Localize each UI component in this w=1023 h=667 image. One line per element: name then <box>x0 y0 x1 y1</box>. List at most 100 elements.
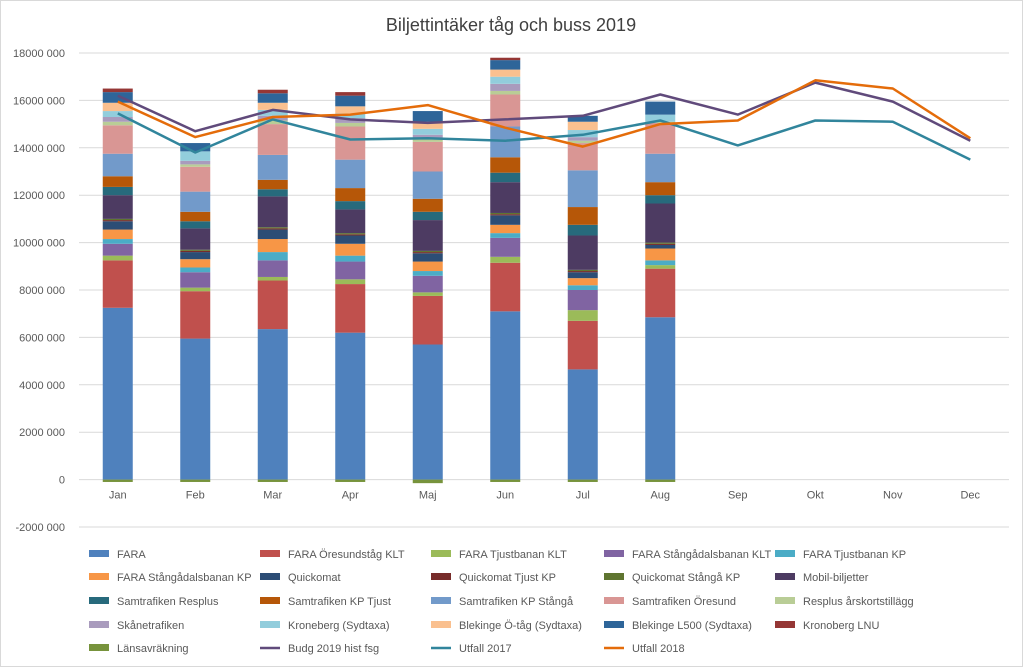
legend-swatch <box>604 597 624 604</box>
bar-lansavrakning <box>412 479 443 484</box>
legend-swatch <box>89 644 109 651</box>
y-tick-label: -2000 000 <box>15 522 65 534</box>
bar-fara-tjustbanan-kp <box>490 233 521 238</box>
legend-swatch <box>775 550 795 557</box>
bar-samtrafiken-kp-stanga <box>257 154 288 180</box>
legend-label: FARA Öresundståg KLT <box>288 549 405 561</box>
legend-label: Resplus årskortstillägg <box>803 596 914 608</box>
legend-swatch <box>431 597 451 604</box>
bar-resplus-arskortstillagg <box>567 140 598 144</box>
bar-samtrafiken-kp-tjust <box>490 157 521 173</box>
bar-kroneberg-sydtaxa <box>257 109 288 116</box>
bar-quickomat-tjust-kp <box>567 271 598 273</box>
bar-blekinge-o-tag-sydtaxa <box>567 121 598 131</box>
legend-item: Blekinge Ö-tåg (Sydtaxa) <box>431 620 582 632</box>
bar-blekinge-o-tag-sydtaxa <box>102 102 133 112</box>
bar-fara-oresundstag-klt <box>412 295 443 345</box>
bar-quickomat-tjust-kp <box>257 228 288 230</box>
bar-lansavrakning <box>567 479 598 482</box>
y-tick-label: 4000 000 <box>19 380 65 392</box>
y-tick-label: 8000 000 <box>19 285 65 297</box>
y-axis: -2000 000 0 2000 000 4000 000 6000 000 8000 0… <box>13 48 65 534</box>
legend-label: Blekinge Ö-tåg (Sydtaxa) <box>459 620 582 632</box>
bar-mobil-biljetter <box>567 235 598 270</box>
bar-fara-tjustbanan-klt <box>257 276 288 281</box>
bar-resplus-arskortstillagg <box>335 122 366 127</box>
bar-fara-stangadalsbanan-kp <box>335 243 366 256</box>
legend-swatch <box>260 597 280 604</box>
bar-fara <box>645 317 676 480</box>
bar-kroneberg-sydtaxa <box>412 128 443 135</box>
bar-blekinge-l500-sydtaxa <box>257 93 288 103</box>
legend-item: Samtrafiken Resplus <box>89 596 219 608</box>
bar-fara <box>490 311 521 480</box>
bar-fara-tjustbanan-klt <box>180 287 211 292</box>
legend-swatch <box>431 621 451 628</box>
bar-samtrafiken-kp-tjust <box>645 182 676 196</box>
bar-quickomat-stanga-kp <box>412 250 443 253</box>
bar-samtrafiken-kp-stanga <box>412 171 443 199</box>
bar-fara-tjustbanan-klt <box>412 292 443 296</box>
chart-title: Biljettintäker tåg och buss 2019 <box>386 15 636 35</box>
legend-swatch <box>89 573 109 580</box>
bar-quickomat-stanga-kp <box>645 242 676 244</box>
x-tick-label: Okt <box>807 490 824 502</box>
bar-samtrafiken-kp-stanga <box>335 159 366 189</box>
bar-samtrafiken-resplus <box>567 224 598 236</box>
bar-samtrafiken-resplus <box>335 201 366 210</box>
legend-swatch <box>604 573 624 580</box>
legend-item: Blekinge L500 (Sydtaxa) <box>604 620 752 632</box>
bar-mobil-biljetter <box>257 196 288 228</box>
bar-quickomat-tjust-kp <box>412 252 443 254</box>
bar-blekinge-o-tag-sydtaxa <box>412 121 443 129</box>
legend-label: Mobil-biljetter <box>803 572 869 584</box>
legend-label: Kroneberg (Sydtaxa) <box>288 620 390 632</box>
bar-blekinge-l500-sydtaxa <box>645 101 676 115</box>
bar-lansavrakning <box>490 479 521 482</box>
legend-label: Samtrafiken Resplus <box>117 596 219 608</box>
legend-label: FARA <box>117 549 146 561</box>
bar-samtrafiken-oresund <box>257 124 288 155</box>
legend-item: Kroneberg (Sydtaxa) <box>260 620 390 632</box>
legend-label: Quickomat Tjust KP <box>459 572 556 584</box>
legend-item: Skånetrafiken <box>89 620 184 632</box>
x-tick-label: Apr <box>342 490 359 502</box>
legend-label: Utfall 2017 <box>459 643 512 655</box>
bar-kronoberg-lnu <box>490 57 521 61</box>
bar-skanetrafiken <box>180 160 211 165</box>
bar-skanetrafiken <box>102 116 133 122</box>
legend-label: Quickomat <box>288 572 341 584</box>
bar-mobil-biljetter <box>180 228 211 250</box>
legend-label: Samtrafiken KP Stångå <box>459 596 574 608</box>
bar-fara-stangadalsbanan-kp <box>412 261 443 272</box>
bar-quickomat-stanga-kp <box>567 269 598 272</box>
bar-resplus-arskortstillagg <box>257 120 288 125</box>
legend-swatch <box>431 550 451 557</box>
legend-label: FARA Tjustbanan KLT <box>459 549 567 561</box>
legend-item: Länsavräkning <box>89 643 189 655</box>
bar-fara-tjustbanan-klt <box>335 279 366 285</box>
bar-lansavrakning <box>180 479 211 482</box>
legend-swatch <box>260 550 280 557</box>
x-tick-label: Dec <box>960 490 980 502</box>
x-tick-label: Aug <box>650 490 670 502</box>
bar-samtrafiken-kp-tjust <box>335 188 366 202</box>
legend-label: Budg 2019 hist fsg <box>288 643 379 655</box>
legend-label: Blekinge L500 (Sydtaxa) <box>632 620 752 632</box>
bar-fara-tjustbanan-kp <box>180 267 211 273</box>
bar-samtrafiken-kp-stanga <box>102 153 133 177</box>
bar-samtrafiken-resplus <box>645 195 676 204</box>
bar-resplus-arskortstillagg <box>412 139 443 142</box>
bar-quickomat-tjust-kp <box>102 220 133 222</box>
bar-fara-tjustbanan-kp <box>412 271 443 276</box>
line-series <box>117 79 971 161</box>
bar-fara-stangadalsbanan-klt <box>102 243 133 256</box>
y-tick-label: 16000 000 <box>13 95 65 107</box>
x-tick-label: Sep <box>728 490 748 502</box>
line-utfall-2018 <box>117 79 971 148</box>
bar-samtrafiken-kp-tjust <box>567 207 598 225</box>
bar-fara-stangadalsbanan-kp <box>645 248 676 261</box>
legend-label: Samtrafiken Öresund <box>632 596 736 608</box>
bar-mobil-biljetter <box>335 209 366 234</box>
bar-samtrafiken-kp-tjust <box>257 179 288 190</box>
